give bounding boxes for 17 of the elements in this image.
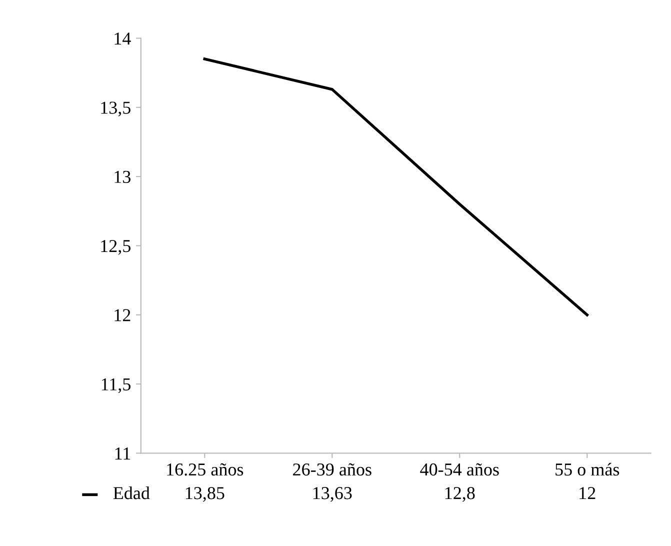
y-tick-label: 12,5	[101, 240, 130, 255]
y-tick-label: 13,5	[101, 102, 130, 116]
legend-label: Edad	[113, 486, 150, 500]
data-label: 13,85	[186, 487, 224, 502]
x-tick-label: 16.25 años	[167, 463, 244, 476]
data-label: 13,63	[313, 487, 352, 502]
y-tick-label: 13	[114, 170, 130, 183]
line-series	[203, 58, 589, 316]
y-tick-label: 14	[114, 32, 131, 44]
y-tick-label: 11	[115, 448, 130, 460]
x-tick-label: 55 o más	[556, 462, 620, 476]
y-tick-label: 12	[114, 309, 130, 322]
x-tick-label: 40-54 años	[420, 463, 499, 476]
data-label: 12	[580, 487, 596, 500]
x-tick-label: 26-39 años	[293, 463, 372, 476]
data-label: 12,8	[445, 487, 475, 502]
y-tick-label: 11,5	[102, 378, 130, 394]
